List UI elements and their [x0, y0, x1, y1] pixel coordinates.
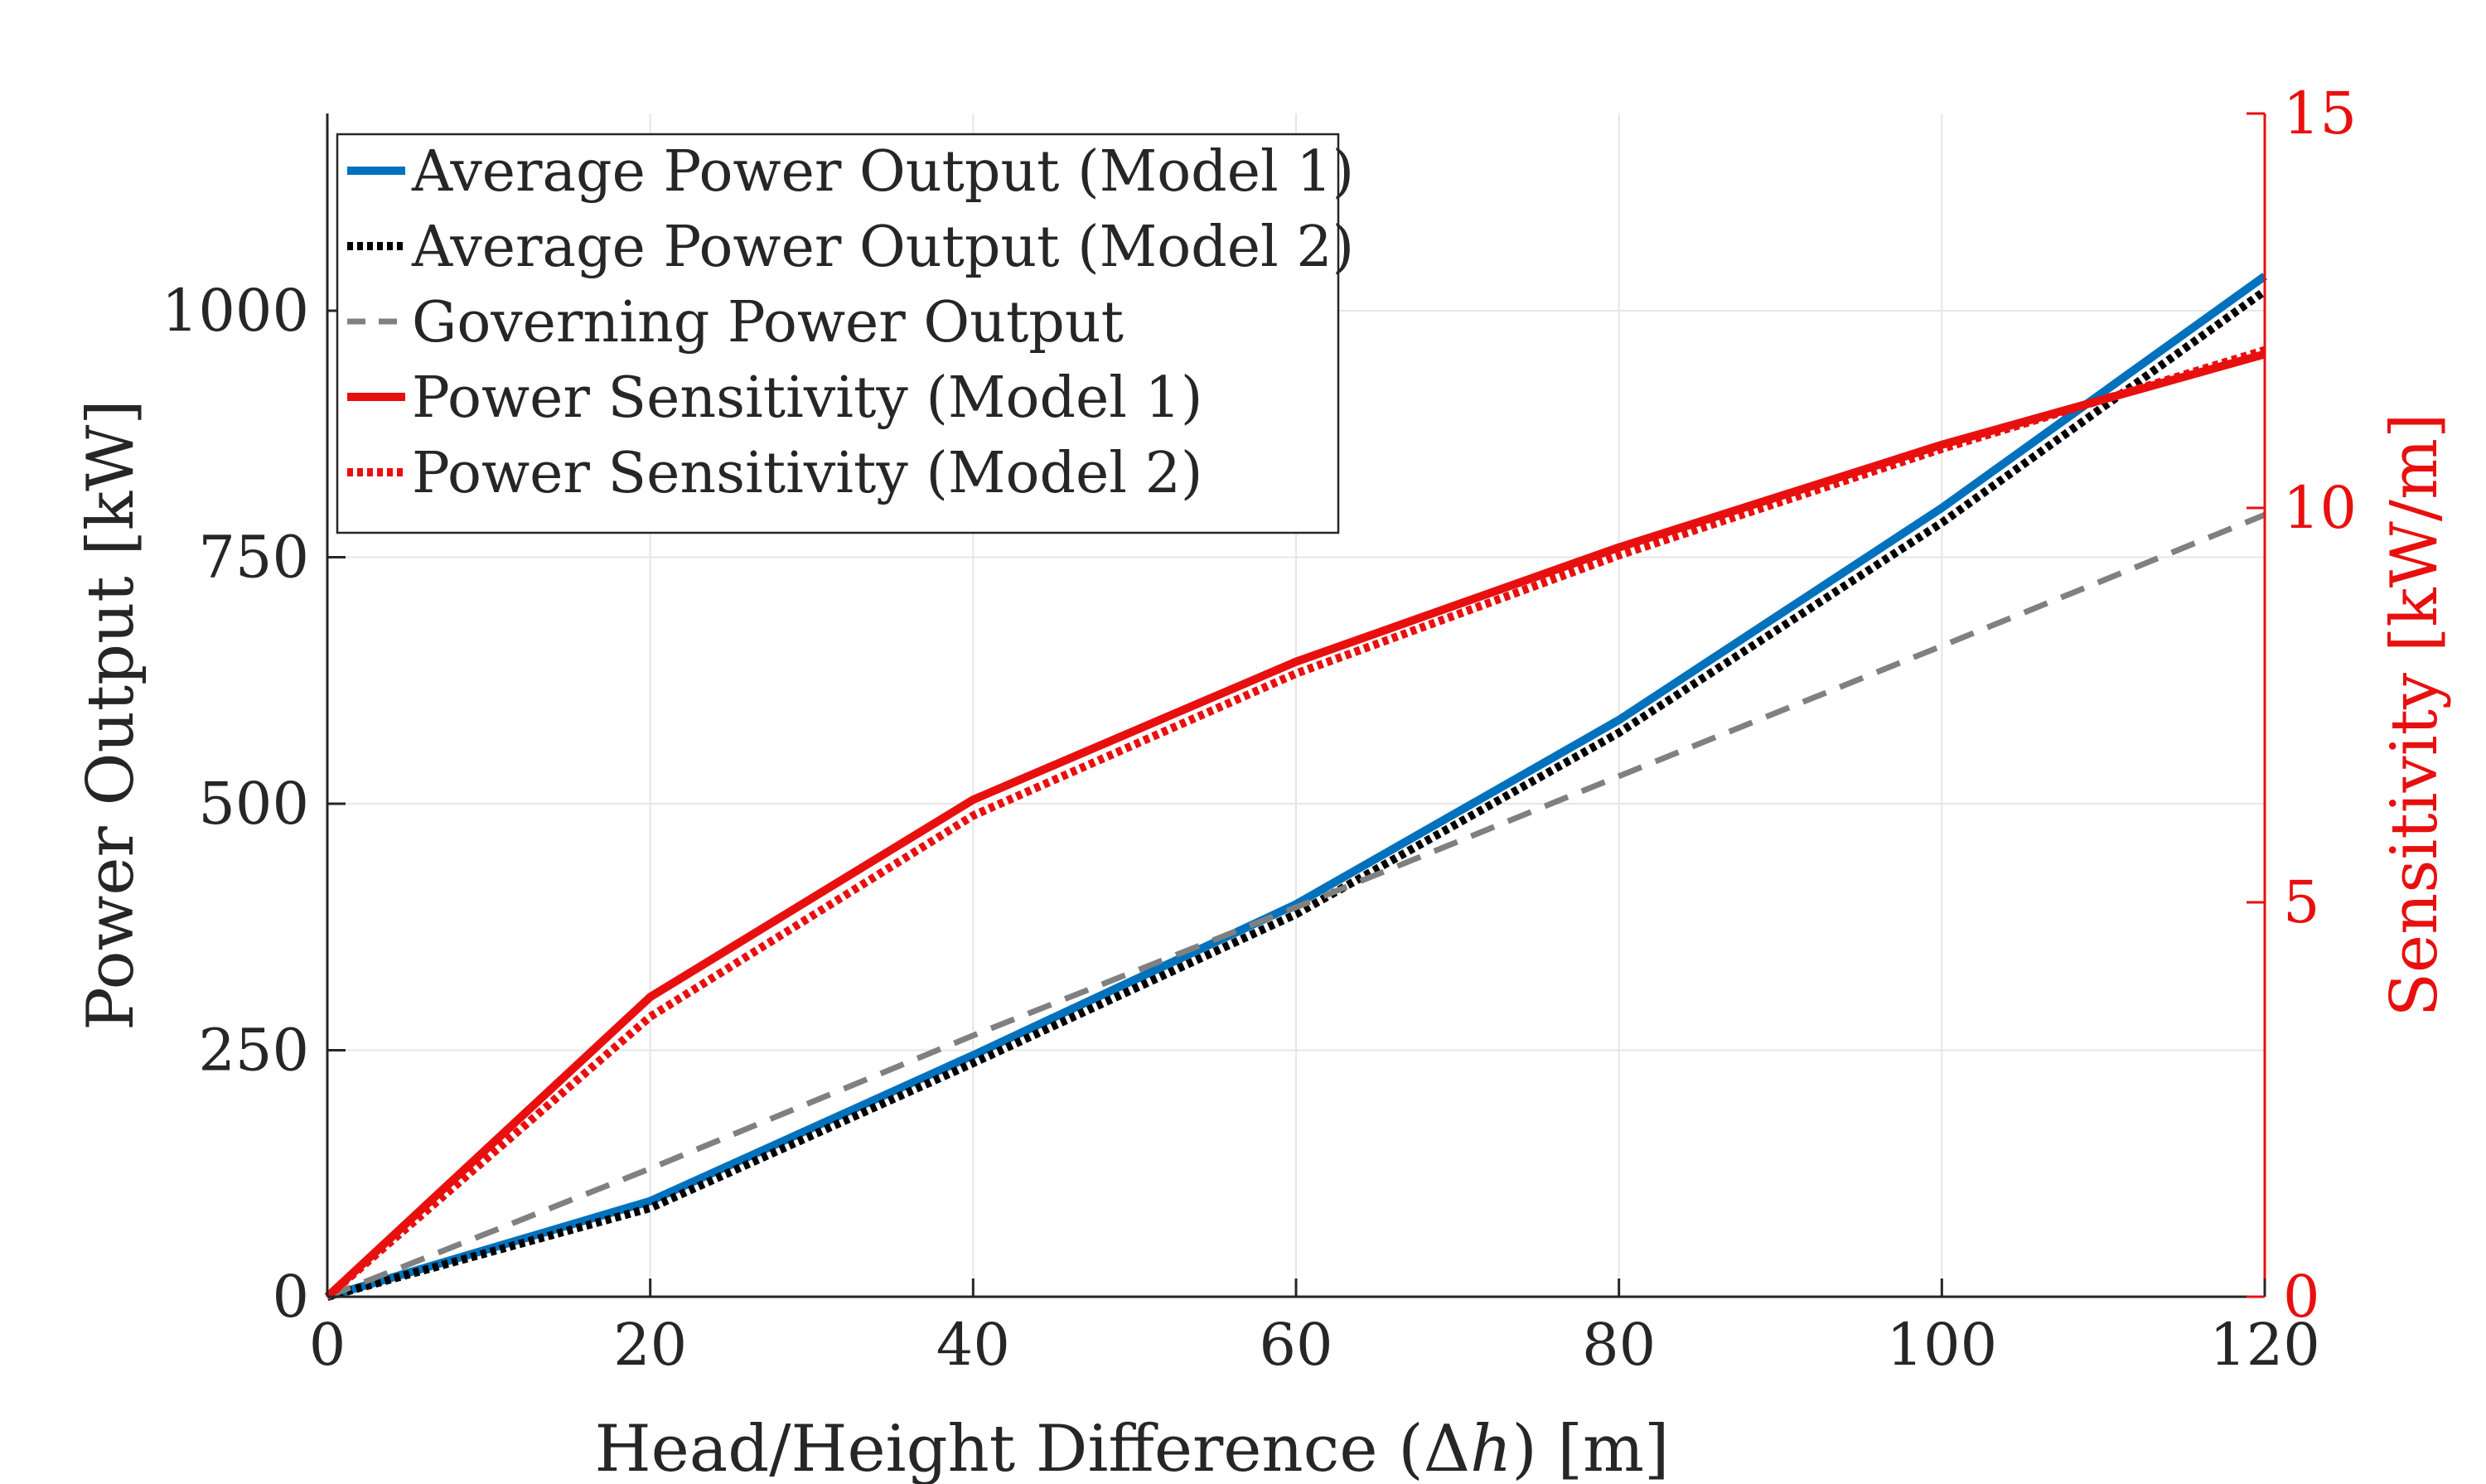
x-axis-label-variable: h	[1470, 1412, 1511, 1484]
x-axis-label-delta: Δ	[1424, 1412, 1470, 1484]
legend-label-3: Governing Power Output	[412, 290, 1124, 355]
left-y-tick-label: 500	[198, 770, 309, 838]
left-y-tick-label: 250	[198, 1017, 309, 1085]
right-y-tick-label: 5	[2283, 868, 2320, 936]
x-axis-label-tail: ) [m]	[1511, 1412, 1669, 1484]
series-line-5	[324, 346, 2266, 1300]
plot-series	[324, 273, 2267, 1301]
x-axis-label-main: Head/Height Difference (	[595, 1412, 1424, 1484]
x-tick-label: 40	[936, 1311, 1010, 1379]
right-y-tick-label: 0	[2283, 1263, 2320, 1331]
legend-label-4: Power Sensitivity (Model 1)	[412, 365, 1202, 431]
legend-box	[336, 133, 1340, 534]
x-tick-label: 20	[613, 1311, 687, 1379]
left-y-tick-label: 0	[272, 1263, 309, 1331]
series-line-3	[326, 512, 2266, 1300]
x-tick-label: 60	[1259, 1311, 1332, 1379]
x-tick-label: 80	[1582, 1311, 1656, 1379]
x-tick-label: 100	[1887, 1311, 1998, 1379]
legend-label-2: Average Power Output (Model 2)	[411, 215, 1354, 280]
series-line-4	[324, 350, 2266, 1300]
right-y-tick-label: 10	[2283, 474, 2357, 542]
axes	[326, 112, 2266, 1298]
right-y-axis-label: Sensitivity [kW/m]	[2377, 413, 2452, 1018]
legend-label-1: Average Power Output (Model 1)	[411, 139, 1354, 205]
left-y-axis-label: Power Output [kW]	[74, 399, 148, 1030]
left-y-tick-label: 1000	[162, 277, 309, 345]
series-line-2	[326, 288, 2267, 1301]
legend: Average Power Output (Model 1) Average Po…	[336, 133, 1354, 534]
left-y-tick-label: 750	[198, 524, 309, 592]
x-axis-label: Head/Height Difference (Δh) [m]	[595, 1412, 1670, 1484]
right-y-tick-label: 15	[2283, 80, 2357, 147]
x-tick-label: 120	[2209, 1311, 2320, 1379]
legend-label-5: Power Sensitivity (Model 2)	[412, 441, 1202, 506]
x-tick-label: 0	[309, 1311, 346, 1379]
